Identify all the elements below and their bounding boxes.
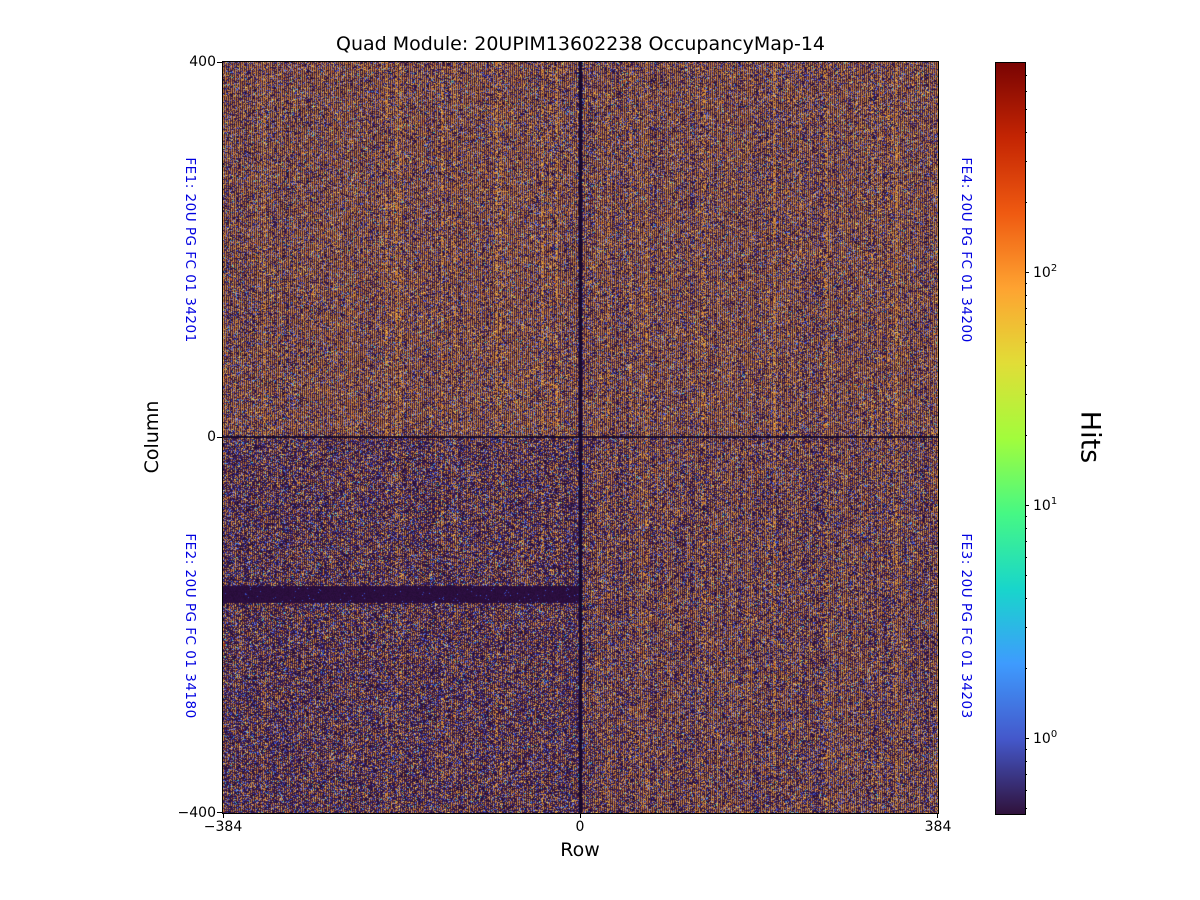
colorbar bbox=[995, 62, 1026, 815]
x-tick-label: −384 bbox=[203, 819, 243, 835]
chart-title: Quad Module: 20UPIM13602238 OccupancyMap… bbox=[335, 33, 825, 55]
colorbar-minor-ticks bbox=[1025, 62, 1035, 813]
colorbar-tick-mark bbox=[1025, 738, 1029, 739]
colorbar-tick-label: 101 bbox=[1033, 496, 1058, 514]
y-tick-mark bbox=[217, 62, 222, 63]
heatmap-canvas bbox=[223, 62, 938, 813]
fe4-label: FE4: 20U PG FC 01 34200 bbox=[958, 157, 974, 343]
colorbar-tick-mark bbox=[1025, 272, 1029, 273]
y-axis-label: Column bbox=[141, 400, 163, 474]
x-tick-mark bbox=[223, 814, 224, 818]
fe1-label: FE1: 20U PG FC 01 34201 bbox=[182, 157, 198, 343]
colorbar-tick-label: 100 bbox=[1033, 729, 1058, 747]
y-tick-mark bbox=[217, 812, 222, 813]
y-tick-mark bbox=[217, 437, 222, 438]
colorbar-tick-mark bbox=[1025, 505, 1029, 506]
y-tick-label: 400 bbox=[189, 54, 216, 70]
fe2-label: FE2: 20U PG FC 01 34180 bbox=[182, 533, 198, 719]
x-tick-mark bbox=[580, 814, 581, 818]
colorbar-tick-label: 102 bbox=[1033, 263, 1058, 281]
x-tick-label: 384 bbox=[924, 819, 952, 835]
fe3-label: FE3: 20U PG FC 01 34203 bbox=[958, 533, 974, 719]
y-tick-label: 0 bbox=[207, 429, 216, 445]
x-tick-label: 0 bbox=[575, 819, 585, 835]
y-tick-label: −400 bbox=[177, 805, 216, 821]
colorbar-title: Hits bbox=[1074, 410, 1106, 464]
x-tick-mark bbox=[937, 814, 938, 818]
x-axis-label: Row bbox=[560, 839, 600, 861]
